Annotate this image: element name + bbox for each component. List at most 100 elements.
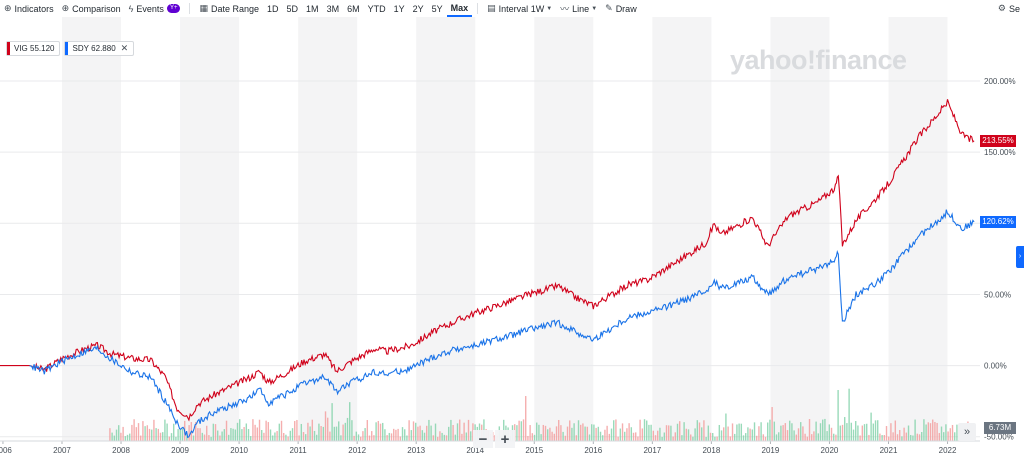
volume-bar (668, 425, 670, 441)
volume-bar (929, 423, 932, 441)
close-icon[interactable]: ✕ (120, 43, 129, 53)
zoom-out-button[interactable]: − (473, 430, 493, 448)
volume-bar (650, 424, 652, 441)
volume-bar (692, 436, 694, 441)
chart-area[interactable]: 200.00%150.00%100.00%50.00%0.00%-50.00%2… (0, 17, 1024, 465)
volume-bar (604, 429, 606, 441)
volume-bar (617, 436, 619, 441)
volume-bar (302, 432, 305, 441)
events-button[interactable]: ϟ Events Y+ (125, 0, 185, 17)
volume-bar (120, 432, 122, 441)
volume-bar (626, 428, 628, 441)
volume-bar (881, 435, 883, 441)
volume-bar (536, 422, 538, 441)
legend-price: 62.880 (91, 44, 116, 53)
volume-bar (872, 423, 875, 441)
volume-bar (833, 433, 835, 441)
volume-bar (681, 435, 683, 441)
volume-bar (531, 433, 534, 441)
volume-bar (749, 428, 751, 441)
volume-bar (885, 426, 888, 441)
volume-bar (657, 430, 659, 441)
volume-bar (404, 429, 406, 441)
range-button-max[interactable]: Max (446, 0, 473, 17)
range-button-6m[interactable]: 6M (347, 3, 360, 14)
volume-bar (197, 428, 199, 441)
volume-bar (615, 419, 617, 441)
range-button-1m[interactable]: 1M (306, 3, 319, 14)
range-button-2y[interactable]: 2Y (412, 3, 424, 14)
volume-bar (401, 427, 404, 441)
volume-bar (775, 434, 778, 441)
volume-bar (322, 426, 325, 441)
volume-bar (731, 423, 734, 441)
candles-icon: ▤ (487, 3, 496, 13)
line-chart-icon: 〰 (560, 4, 570, 14)
range-button-ytd[interactable]: YTD (367, 3, 386, 14)
volume-bar (522, 419, 525, 441)
volume-bar (877, 420, 879, 441)
volume-bar (225, 420, 228, 441)
volume-bar (808, 419, 811, 441)
volume-bar (399, 436, 402, 441)
calendar-icon: ▦ (199, 3, 208, 13)
draw-button[interactable]: ✎ Draw (601, 0, 641, 17)
volume-bar (778, 432, 780, 441)
volume-bar (905, 432, 908, 441)
range-button-1d[interactable]: 1D (267, 3, 279, 14)
range-button-5y[interactable]: 5Y (431, 3, 443, 14)
expand-icon[interactable]: » (958, 423, 976, 441)
chevron-down-icon: ▼ (546, 5, 553, 12)
range-button-3m[interactable]: 3M (326, 3, 340, 14)
settings-button[interactable]: ⚙ Se (994, 0, 1024, 17)
volume-bar (705, 436, 707, 441)
volume-bar (432, 435, 435, 441)
volume-bar (925, 424, 927, 441)
date-range-button[interactable]: ▦ Date Range (195, 0, 263, 17)
volume-bar (580, 424, 582, 441)
volume-bar (685, 428, 688, 441)
indicators-button[interactable]: ⊕ Indicators (0, 0, 58, 17)
volume-bar (443, 434, 446, 441)
events-badge: Y+ (166, 4, 181, 13)
volume-bar (643, 419, 646, 441)
volume-bar (146, 425, 149, 441)
volume-bar (379, 423, 382, 441)
volume-bar (417, 426, 419, 441)
legend-item-vig[interactable]: VIG 55.120 (6, 41, 61, 56)
volume-bar (696, 420, 699, 441)
interval-button[interactable]: ▤ Interval 1W ▼ (483, 0, 556, 17)
line-type-button[interactable]: 〰 Line ▼ (556, 0, 601, 17)
x-tick-label: 2014 (466, 446, 484, 455)
volume-bar (635, 432, 637, 441)
range-button-1y[interactable]: 1Y (393, 3, 405, 14)
range-button-5d[interactable]: 5D (286, 3, 299, 14)
legend-item-sdy[interactable]: SDY 62.880 ✕ (64, 41, 135, 56)
chevron-left-icon[interactable]: › (1016, 246, 1024, 268)
volume-bar (824, 418, 826, 441)
volume-bar (148, 428, 151, 441)
y-tick-label: 50.00% (984, 290, 1011, 299)
volume-bar (641, 428, 644, 441)
volume-bar (142, 421, 144, 441)
volume-bar (582, 423, 584, 441)
volume-bar (344, 422, 347, 441)
comparison-button[interactable]: ⊕ Comparison (58, 0, 125, 17)
volume-bar (390, 433, 393, 441)
plus-circle-icon: ⊕ (61, 3, 70, 13)
volume-bar (241, 429, 243, 441)
volume-bar (351, 420, 353, 441)
volume-bar (954, 432, 956, 441)
year-band (61, 17, 122, 441)
volume-bar (907, 425, 910, 441)
volume-bar (377, 420, 380, 441)
volume-bar (716, 436, 718, 441)
zoom-in-button[interactable]: + (495, 430, 515, 448)
volume-bar (602, 435, 604, 441)
volume-bar (844, 417, 846, 441)
volume-bar (747, 427, 749, 441)
legend-price: 55.120 (30, 44, 55, 53)
volume-bar (672, 436, 674, 441)
volume-bar (848, 388, 850, 441)
volume-bar (943, 432, 945, 441)
